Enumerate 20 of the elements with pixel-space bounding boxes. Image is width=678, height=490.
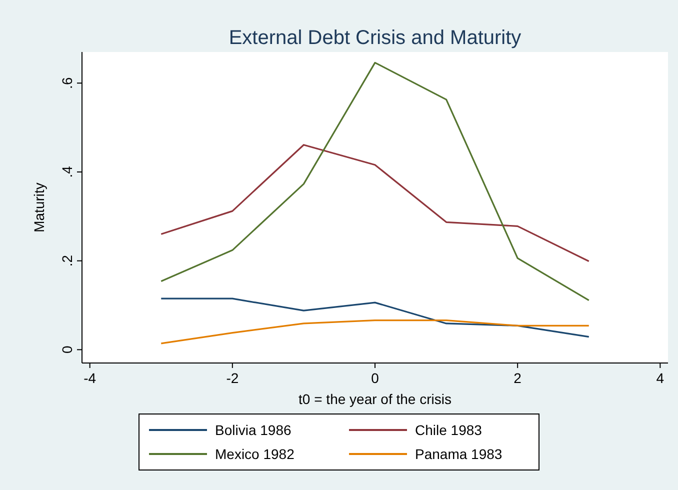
y-tick-label: .6 — [59, 77, 75, 89]
y-axis-title: Maturity — [31, 182, 47, 232]
x-tick-label: 2 — [514, 370, 522, 386]
line-series — [160, 320, 590, 344]
x-tick-label: -2 — [226, 370, 239, 386]
line-series — [160, 62, 590, 302]
x-tick-label: 4 — [656, 370, 664, 386]
legend-label: Mexico 1982 — [215, 446, 295, 462]
x-tick-label: 0 — [371, 370, 380, 386]
x-tick-label: -4 — [84, 370, 96, 386]
line-series — [160, 144, 590, 262]
legend-label: Bolivia 1986 — [215, 422, 292, 438]
legend-label: Chile 1983 — [415, 422, 482, 438]
chart-title: External Debt Crisis and Maturity — [228, 27, 522, 49]
x-axis-title: t0 = the year of the crisis — [298, 391, 452, 407]
legend-label: Panama 1983 — [415, 446, 502, 462]
y-tick-label: .2 — [59, 254, 75, 267]
line-series — [160, 298, 590, 338]
y-tick-label: 0 — [59, 346, 75, 354]
y-tick-label: .4 — [59, 166, 75, 178]
